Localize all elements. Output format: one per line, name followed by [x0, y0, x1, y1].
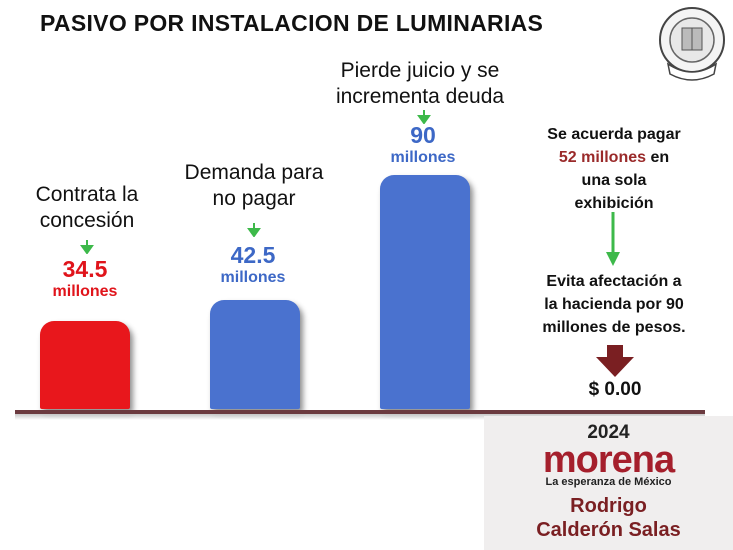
- party-slogan: La esperanza de México: [545, 476, 672, 488]
- value-label-2: 42.5 millones: [220, 242, 286, 286]
- arrow-down-icon: [596, 345, 634, 377]
- arrow-down-icon: [247, 223, 261, 237]
- chart-baseline: [15, 410, 705, 414]
- value-label-3: 90 millones: [390, 122, 456, 166]
- party-footer: 2024 morena La esperanza de México Rodri…: [484, 416, 733, 550]
- bar-3: [380, 175, 470, 409]
- arrow-down-icon: [417, 110, 431, 124]
- municipal-seal-logo: [659, 7, 725, 81]
- baseline-shadow: [15, 414, 705, 420]
- category-label-1: Contrata la concesión: [35, 183, 139, 232]
- result-value: $ 0.00: [588, 379, 642, 400]
- party-logo-text: morena: [542, 439, 675, 481]
- category-label-3: Pierde juicio y se incrementa deuda: [335, 59, 505, 108]
- year-label: 2024: [587, 422, 630, 443]
- category-label-2: Demanda para no pagar: [184, 161, 324, 210]
- arrow-down-icon: [606, 212, 620, 266]
- agreement-highlight: 52 millones: [558, 149, 647, 166]
- candidate-name-first: Rodrigo: [570, 495, 647, 517]
- avoid-text: Evita afectación a la hacienda por 90 mi…: [542, 273, 686, 336]
- bar-2: [210, 300, 300, 409]
- page-title: PASIVO POR INSTALACION DE LUMINARIAS: [40, 10, 544, 36]
- bar-1: [40, 321, 130, 409]
- candidate-name-last: Calderón Salas: [536, 519, 681, 541]
- agreement-text: Se acuerda pagar 52 millones en una sola…: [547, 126, 681, 212]
- value-label-1: 34.5 millones: [52, 256, 118, 300]
- arrow-down-icon: [80, 240, 94, 254]
